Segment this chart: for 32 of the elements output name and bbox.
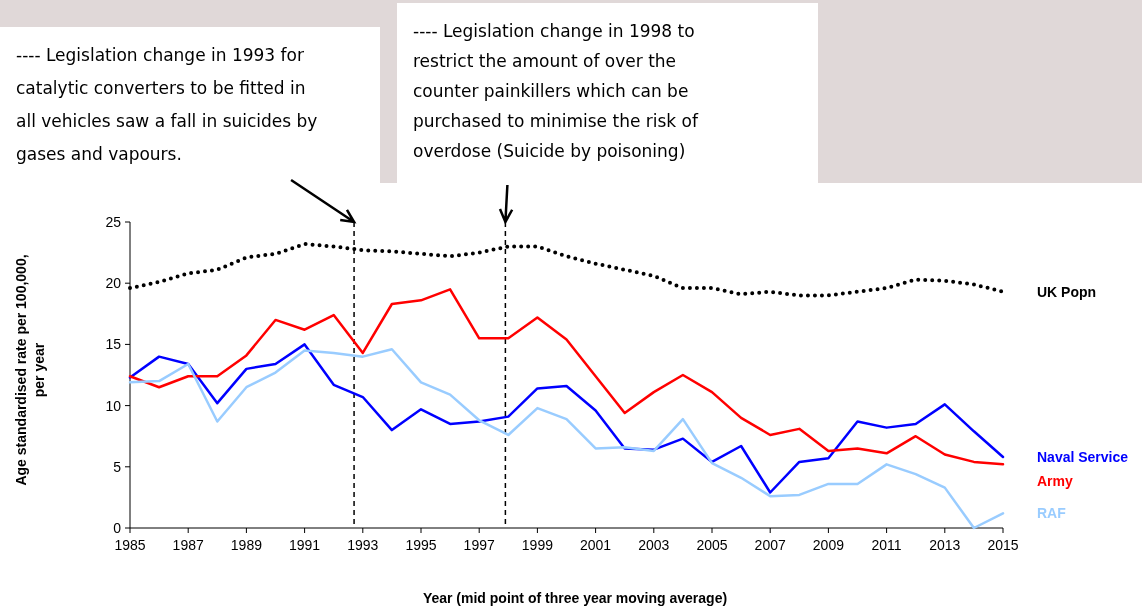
x-tick-label: 2005 — [696, 537, 728, 553]
y-tick-label: 20 — [105, 275, 122, 292]
x-tick-label: 1995 — [405, 537, 437, 553]
x-tick-label: 1985 — [114, 537, 146, 553]
x-tick-label: 1991 — [289, 537, 321, 553]
x-tick-label: 1999 — [521, 537, 554, 553]
text: Army — [1037, 472, 1074, 489]
text: RAF — [1037, 505, 1067, 522]
x-tick-label: 1987 — [172, 537, 204, 553]
y-tick-label: 5 — [113, 458, 122, 475]
x-tick-label: 2009 — [812, 537, 845, 553]
x-axis-title: Year (mid point of three year moving average) — [422, 590, 728, 606]
x-tick-label: 1989 — [230, 537, 263, 553]
x-tick-label: 2015 — [987, 537, 1019, 553]
y-axis-title: Age standardised rate per 100,000, per year — [13, 254, 47, 486]
x-tick-label: 1993 — [347, 537, 379, 553]
text: Naval Service — [1037, 448, 1129, 465]
text: UK Popn — [1037, 283, 1097, 300]
x-tick-label: 2013 — [929, 537, 961, 553]
x-tick-label: 1997 — [463, 537, 495, 553]
y-tick-label: 0 — [113, 519, 122, 536]
x-tick-label: 2003 — [638, 537, 670, 553]
text: ---- Legislation change in 1998 to restrict the amount of over the counter painkillers which can be purchased to minimise the risk of overdose (Suicide by poisoning) — [413, 21, 700, 161]
x-tick-label: 2007 — [754, 537, 786, 553]
y-tick-label: 15 — [105, 336, 122, 353]
x-tick-label: 2011 — [871, 537, 902, 553]
y-tick-label: 10 — [105, 397, 122, 414]
text: ---- Legislation change in 1993 for catalytic converters to be fitted in all vehicles saw a fall in suicides by gases and vapours. — [16, 45, 318, 164]
line-series — [128, 288, 1005, 466]
y-tick-label: 25 — [105, 213, 122, 230]
line-series — [128, 343, 1005, 494]
x-tick-label: 2001 — [580, 537, 612, 553]
